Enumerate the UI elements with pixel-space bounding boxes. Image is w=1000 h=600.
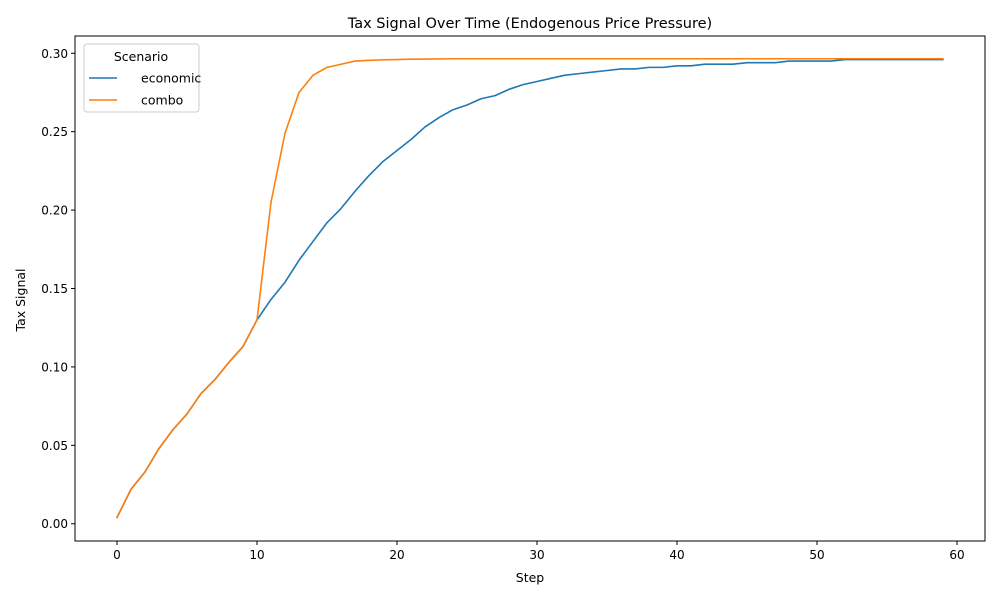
- series-layer: [116, 57, 944, 519]
- x-tick-label: 60: [949, 548, 964, 562]
- y-axis-label: Tax Signal: [13, 269, 28, 333]
- x-tick-label: 30: [529, 548, 544, 562]
- x-axis-label: Step: [516, 570, 545, 585]
- y-tick-label: 0.30: [41, 47, 68, 61]
- y-tick-label: 0.00: [41, 517, 68, 531]
- legend-label-combo: combo: [141, 93, 183, 108]
- y-tick-label: 0.05: [41, 439, 68, 453]
- x-tick-label: 50: [809, 548, 824, 562]
- y-tick-label: 0.20: [41, 204, 68, 218]
- legend-label-economic: economic: [141, 71, 201, 86]
- legend-title: Scenario: [114, 49, 168, 64]
- legend-items: economic combo: [89, 71, 201, 108]
- y-tick-label: 0.25: [41, 125, 68, 139]
- plot-area: 0 10 20 30 40 50 60 0.000.050.100.150.200.250.…: [41, 35, 986, 562]
- x-tick-label: 40: [669, 548, 684, 562]
- x-axis-ticks: 0 10 20 30 40 50 60: [113, 541, 965, 562]
- y-tick-label: 0.15: [41, 282, 68, 296]
- legend: Scenario economic combo: [83, 43, 201, 113]
- x-tick-label: 20: [389, 548, 404, 562]
- y-tick-label: 0.10: [41, 360, 68, 374]
- x-tick-label: 0: [113, 548, 121, 562]
- legend-box: [83, 43, 200, 113]
- x-tick-label: 10: [249, 548, 264, 562]
- y-axis-ticks: 0.00 0.05 0.10 0.15 0.20 0.25 0.30: [41, 47, 75, 531]
- series-line-combo: [116, 57, 944, 519]
- chart-title: Tax Signal Over Time (Endogenous Price P…: [347, 16, 712, 32]
